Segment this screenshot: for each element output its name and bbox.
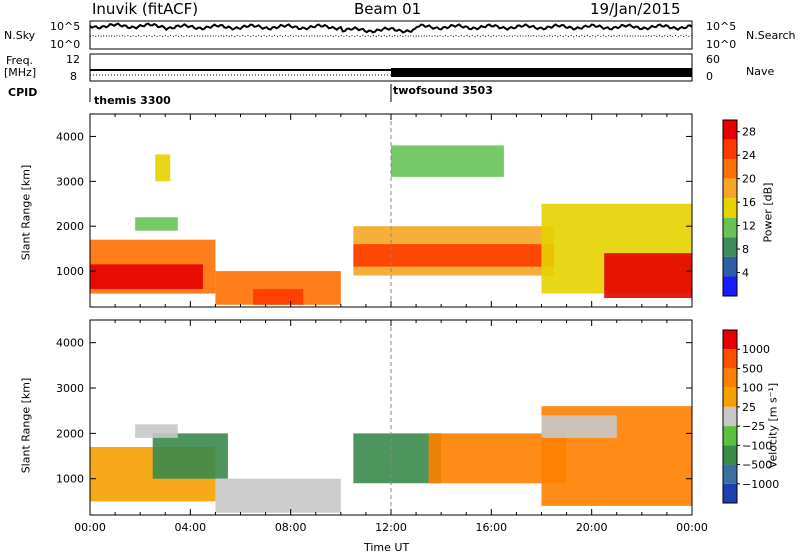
velocity-region-7 xyxy=(541,415,617,438)
power-ytick-label-3: 4000 xyxy=(56,130,84,143)
nsky-label: N.Sky xyxy=(4,29,36,42)
noise-strip-frame xyxy=(89,20,693,50)
velocity-colorbar-swatch-1 xyxy=(723,349,737,369)
velocity-colorbar-frame xyxy=(722,329,738,504)
xtick-label-6: 00:00 xyxy=(676,521,708,534)
freq-label: Freq. xyxy=(6,54,34,67)
power-colorbar-tick-label-2: 12 xyxy=(742,220,756,233)
freq-strip-frame xyxy=(89,53,693,82)
cpid-segment-1: themis 3300 xyxy=(94,94,171,107)
xtick-label-3: 12:00 xyxy=(375,521,407,534)
velocity-colorbar-label: Velocity [m s⁻¹] xyxy=(766,382,780,469)
velocity-region-3 xyxy=(215,478,341,513)
power-region-8 xyxy=(391,145,504,177)
velocity-colorbar-tick-label-3: 25 xyxy=(742,401,756,414)
velocity-ytick-label-1: 2000 xyxy=(56,427,84,440)
power-region-2 xyxy=(135,217,178,231)
freq-tick-12: 12 xyxy=(66,53,80,66)
noise-tick-top-right: 10^5 xyxy=(706,20,737,33)
velocity-colorbar-tick-label-7: −1000 xyxy=(742,478,779,491)
power-colorbar-tick-label-0: 4 xyxy=(742,267,749,280)
power-colorbar-tick-label-5: 24 xyxy=(742,149,756,162)
beam-title: Beam 01 xyxy=(354,0,422,18)
power-ylabel: Slant Range [km] xyxy=(19,164,33,261)
xtick-label-5: 20:00 xyxy=(576,521,608,534)
velocity-colorbar-swatch-5 xyxy=(723,426,737,446)
velocity-ylabel: Slant Range [km] xyxy=(19,377,33,474)
nsearch-label: N.Search xyxy=(746,29,796,42)
velocity-colorbar-tick-label-1: 500 xyxy=(742,362,763,375)
power-colorbar-swatch-7 xyxy=(723,256,737,277)
power-region-5 xyxy=(253,289,304,305)
noise-tick-top-left: 10^5 xyxy=(50,20,81,33)
power-colorbar-tick-label-3: 16 xyxy=(742,196,756,209)
velocity-region-4 xyxy=(353,433,442,484)
cpid-segment-2: twofsound 3503 xyxy=(393,84,493,97)
cpid-label: CPID xyxy=(8,86,38,99)
power-region-7 xyxy=(353,244,555,267)
power-region-1 xyxy=(90,264,203,290)
power-colorbar-swatch-8 xyxy=(723,276,737,296)
power-region-10 xyxy=(604,253,692,299)
velocity-colorbar-tick-label-2: 100 xyxy=(742,382,763,395)
power-ytick-label-2: 3000 xyxy=(56,175,84,188)
power-colorbar-swatch-1 xyxy=(723,139,737,160)
velocity-colorbar-swatch-4 xyxy=(723,406,737,427)
power-colorbar-label: Power [dB] xyxy=(761,182,775,243)
velocity-region-2 xyxy=(135,424,178,438)
velocity-colorbar-swatch-6 xyxy=(723,445,737,465)
nsearch-trace xyxy=(89,34,693,38)
velocity-colorbar-tick-label-0: 1000 xyxy=(742,343,770,356)
nsky-trace xyxy=(89,22,693,34)
noise-tick-bottom-left: 10^0 xyxy=(50,38,81,51)
nave-tick-0: 0 xyxy=(706,70,713,83)
velocity-colorbar-swatch-0 xyxy=(723,330,737,350)
power-colorbar-frame xyxy=(722,119,738,297)
power-region-3 xyxy=(155,154,171,182)
date-title: 19/Jan/2015 xyxy=(590,0,681,18)
velocity-ytick-label-3: 4000 xyxy=(56,337,84,350)
velocity-colorbar-swatch-7 xyxy=(723,464,737,484)
velocity-colorbar-swatch-8 xyxy=(723,483,737,503)
power-colorbar-tick-label-4: 20 xyxy=(742,173,756,186)
noise-tick-bottom-right: 10^0 xyxy=(706,38,737,51)
freq-tick-8: 8 xyxy=(70,70,77,83)
nave-trace-2 xyxy=(391,68,692,77)
xtick-label-4: 16:00 xyxy=(475,521,507,534)
power-colorbar-swatch-4 xyxy=(723,198,737,218)
power-colorbar-swatch-6 xyxy=(723,237,737,257)
velocity-colorbar-tick-label-5: −100 xyxy=(742,439,772,452)
xtick-label-2: 08:00 xyxy=(275,521,307,534)
velocity-ytick-label-2: 3000 xyxy=(56,382,84,395)
power-colorbar-tick-label-1: 8 xyxy=(742,243,749,256)
power-ytick-label-1: 2000 xyxy=(56,220,84,233)
xtick-label-0: 00:00 xyxy=(74,521,106,534)
power-colorbar-swatch-0 xyxy=(723,120,737,140)
nave-tick-60: 60 xyxy=(706,53,720,66)
power-ytick-label-0: 1000 xyxy=(56,265,84,278)
xtick-label-1: 04:00 xyxy=(174,521,206,534)
freq-unit-label: [MHz] xyxy=(4,66,37,79)
power-colorbar-swatch-2 xyxy=(723,159,737,179)
velocity-colorbar-swatch-2 xyxy=(723,368,737,388)
power-colorbar-swatch-3 xyxy=(723,178,737,199)
velocity-colorbar-swatch-3 xyxy=(723,387,737,407)
station-title: Inuvik (fitACF) xyxy=(92,0,199,18)
velocity-colorbar-tick-label-6: −500 xyxy=(742,459,772,472)
velocity-region-1 xyxy=(152,433,228,479)
time-axis-label: Time UT xyxy=(364,541,410,554)
velocity-ytick-label-0: 1000 xyxy=(56,473,84,486)
power-colorbar-swatch-5 xyxy=(723,217,737,238)
velocity-colorbar-tick-label-4: −25 xyxy=(742,420,765,433)
nave-label: Nave xyxy=(746,65,775,78)
power-colorbar-tick-label-6: 28 xyxy=(742,126,756,139)
